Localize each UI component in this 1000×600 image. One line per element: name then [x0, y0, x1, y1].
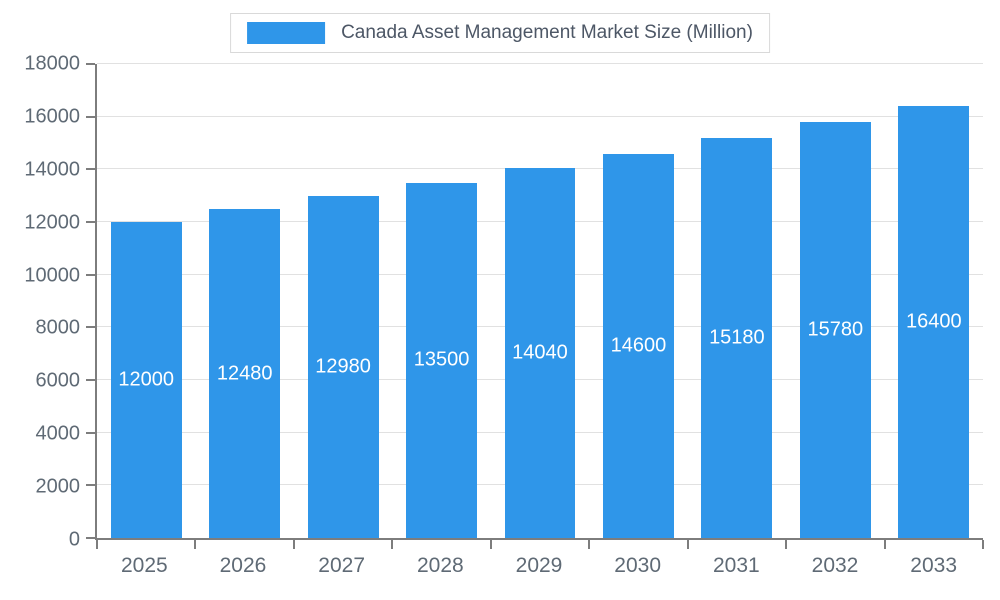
x-tick-mark — [686, 540, 689, 549]
x-tick-mark — [194, 540, 197, 549]
x-tick-mark — [588, 540, 591, 549]
x-tick-mark — [982, 540, 984, 549]
bar-value-label: 15780 — [807, 318, 864, 341]
x-tick-mark — [883, 540, 886, 549]
x-tick-label: 2025 — [120, 554, 168, 577]
y-tick-mark — [86, 63, 95, 65]
x-tick-label: 2028 — [416, 554, 464, 577]
plot-area: 12000 12480 12980 13500 14040 14600 15180 15780… — [86, 63, 984, 549]
y-tick-label: 12000 — [24, 211, 80, 234]
bar: 12000 — [110, 222, 182, 538]
y-tick-mark — [86, 168, 95, 171]
bar: 14600 — [603, 153, 674, 538]
y-tick-mark — [86, 379, 95, 382]
bar: 15780 — [799, 122, 871, 538]
y-tick-label: 18000 — [24, 52, 80, 75]
y-tick-label: 8000 — [35, 316, 81, 339]
bar: 15180 — [701, 138, 773, 538]
y-tick-mark — [86, 273, 95, 276]
y-tick-mark — [86, 484, 95, 487]
y-tick-mark — [86, 221, 95, 224]
x-axis-labels: 2025 2026 2027 2028 2029 2030 2031 2032 2033 — [95, 554, 983, 588]
x-tick-label: 2033 — [910, 554, 958, 577]
gridline — [97, 115, 983, 117]
y-axis-labels: 0 2000 4000 6000 8000 10000 12000 14000 16000 180… — [0, 53, 81, 551]
bar-value-label: 14600 — [610, 334, 667, 357]
chart-title: Canada Asset Management Market Size (Mil… — [341, 22, 753, 43]
x-tick-label: 2026 — [219, 554, 267, 577]
bar-value-label: 14040 — [512, 341, 568, 364]
y-tick-mark — [86, 326, 95, 329]
x-tick-label: 2031 — [712, 554, 760, 577]
y-tick-mark — [86, 115, 95, 118]
x-tick-label: 2030 — [614, 554, 662, 577]
bar: 12980 — [307, 196, 379, 538]
y-tick-label: 10000 — [24, 264, 80, 287]
bar: 13500 — [406, 182, 477, 538]
bar-value-label: 12480 — [216, 362, 273, 385]
legend-swatch — [247, 22, 326, 44]
bar-value-label: 12000 — [118, 368, 175, 391]
x-tick-mark — [391, 540, 394, 549]
y-tick-label: 6000 — [35, 369, 81, 392]
x-tick-label: 2027 — [318, 554, 366, 577]
y-tick-label: 4000 — [35, 422, 81, 445]
x-tick-mark — [96, 540, 98, 549]
y-tick-label: 16000 — [24, 105, 80, 128]
bar-value-label: 15180 — [709, 326, 765, 349]
y-tick-label: 0 — [68, 528, 80, 551]
x-tick-label: 2032 — [811, 554, 859, 577]
bar-value-label: 13500 — [413, 348, 470, 371]
gridline — [97, 63, 983, 64]
bar: 12480 — [209, 209, 281, 538]
y-tick-label: 14000 — [24, 158, 80, 181]
bar: 16400 — [898, 106, 970, 538]
y-tick-label: 2000 — [35, 475, 81, 498]
x-tick-mark — [489, 540, 492, 549]
bar-value-label: 16400 — [905, 310, 962, 333]
y-tick-mark — [86, 431, 95, 434]
x-tick-mark — [292, 540, 295, 549]
y-tick-mark — [86, 537, 95, 539]
x-tick-label: 2029 — [515, 554, 563, 577]
x-tick-mark — [785, 540, 788, 549]
bar-value-label: 12980 — [315, 355, 371, 378]
bar: 14040 — [504, 168, 576, 538]
legend: Canada Asset Management Market Size (Mil… — [230, 13, 770, 53]
